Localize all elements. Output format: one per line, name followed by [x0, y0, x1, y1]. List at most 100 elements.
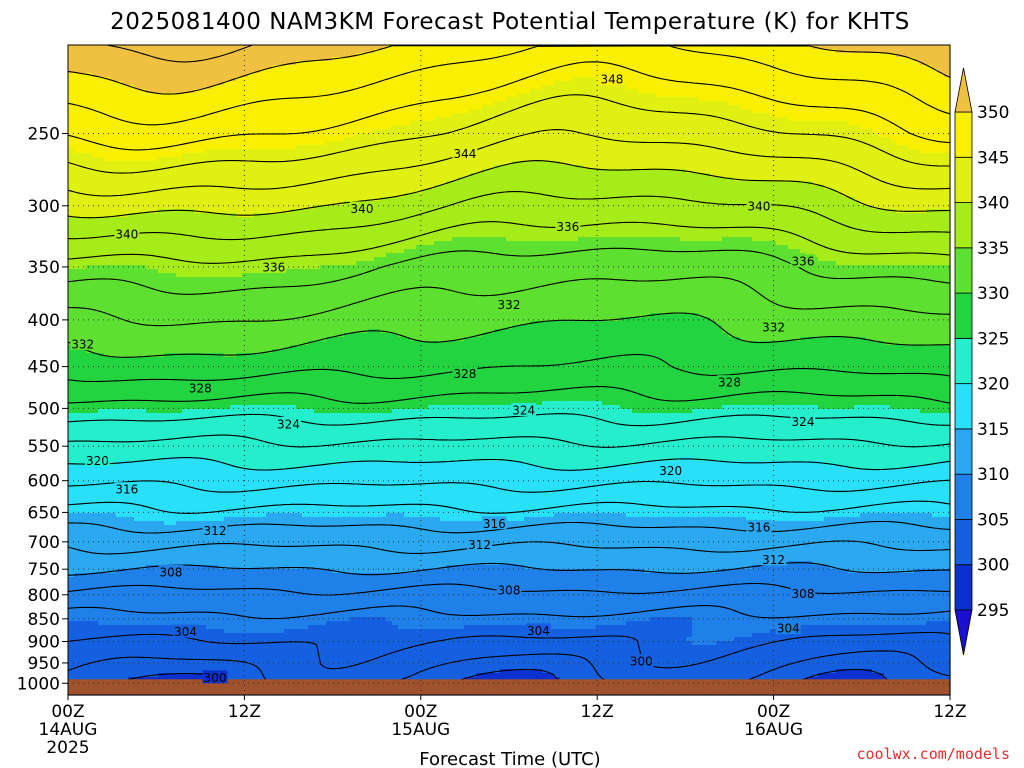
field-cell: [296, 105, 303, 110]
field-cell: [152, 161, 159, 166]
field-cell: [194, 69, 201, 74]
field-cell: [134, 149, 141, 154]
field-cell: [494, 93, 501, 98]
field-cell: [524, 113, 531, 118]
field-cell: [734, 105, 741, 110]
field-cell: [770, 145, 777, 150]
field-cell: [890, 145, 897, 150]
field-cell: [602, 49, 609, 54]
field-cell: [488, 105, 495, 110]
field-cell: [236, 57, 243, 62]
field-cell: [398, 57, 405, 62]
field-cell: [848, 65, 855, 70]
field-cell: [488, 61, 495, 66]
field-cell: [524, 81, 531, 86]
field-cell: [146, 145, 153, 150]
field-cell: [836, 153, 843, 158]
field-cell: [278, 161, 285, 166]
field-cell: [548, 65, 555, 70]
field-cell: [308, 65, 315, 70]
field-cell: [722, 77, 729, 82]
field-cell: [590, 149, 597, 154]
field-cell: [398, 169, 405, 174]
field-cell: [728, 165, 735, 170]
field-cell: [890, 81, 897, 86]
field-cell: [140, 69, 147, 74]
field-cell: [470, 117, 477, 122]
field-cell: [230, 161, 237, 166]
field-cell: [620, 101, 627, 106]
field-cell: [272, 165, 279, 170]
field-cell: [854, 141, 861, 146]
field-cell: [80, 61, 87, 66]
field-cell: [740, 81, 747, 86]
field-cell: [764, 129, 771, 134]
field-cell: [122, 57, 129, 62]
field-cell: [68, 61, 75, 66]
field-cell: [284, 73, 291, 78]
field-cell: [398, 89, 405, 94]
field-cell: [98, 65, 105, 70]
field-cell: [362, 73, 369, 78]
field-cell: [680, 45, 687, 50]
field-cell: [860, 85, 867, 90]
field-cell: [356, 157, 363, 162]
field-cell: [788, 109, 795, 114]
field-cell: [524, 89, 531, 94]
field-cell: [596, 49, 603, 54]
field-cell: [836, 93, 843, 98]
field-cell: [428, 145, 435, 150]
field-cell: [224, 145, 231, 150]
field-cell: [278, 53, 285, 58]
field-cell: [752, 173, 759, 178]
field-cell: [176, 117, 183, 122]
field-cell: [134, 129, 141, 134]
field-cell: [572, 121, 579, 126]
field-cell: [488, 81, 495, 86]
field-cell: [422, 117, 429, 122]
field-cell: [428, 157, 435, 162]
field-cell: [692, 85, 699, 90]
field-cell: [542, 85, 549, 90]
field-cell: [446, 177, 453, 182]
field-cell: [782, 117, 789, 122]
field-cell: [236, 45, 243, 50]
field-cell: [602, 173, 609, 178]
field-cell: [668, 129, 675, 134]
field-cell: [164, 65, 171, 70]
field-cell: [470, 129, 477, 134]
field-cell: [632, 61, 639, 66]
field-cell: [206, 69, 213, 74]
field-cell: [86, 173, 93, 178]
field-cell: [554, 149, 561, 154]
field-cell: [260, 129, 267, 134]
field-cell: [494, 53, 501, 58]
field-cell: [140, 161, 147, 166]
field-cell: [290, 133, 297, 138]
field-cell: [656, 45, 663, 50]
field-cell: [140, 113, 147, 118]
field-cell: [488, 73, 495, 78]
field-cell: [374, 173, 381, 178]
field-cell: [698, 129, 705, 134]
field-cell: [938, 73, 945, 78]
field-cell: [836, 45, 843, 50]
field-cell: [368, 93, 375, 98]
field-cell: [188, 45, 195, 50]
field-cell: [944, 49, 951, 54]
field-cell: [140, 97, 147, 102]
field-cell: [242, 85, 249, 90]
field-cell: [872, 73, 879, 78]
field-cell: [890, 57, 897, 62]
field-cell: [296, 133, 303, 138]
field-cell: [902, 57, 909, 62]
field-cell: [290, 97, 297, 102]
field-cell: [752, 157, 759, 162]
field-cell: [608, 129, 615, 134]
field-cell: [692, 117, 699, 122]
field-cell: [704, 85, 711, 90]
field-cell: [182, 77, 189, 82]
field-cell: [80, 101, 87, 106]
field-cell: [182, 81, 189, 86]
field-cell: [140, 65, 147, 70]
